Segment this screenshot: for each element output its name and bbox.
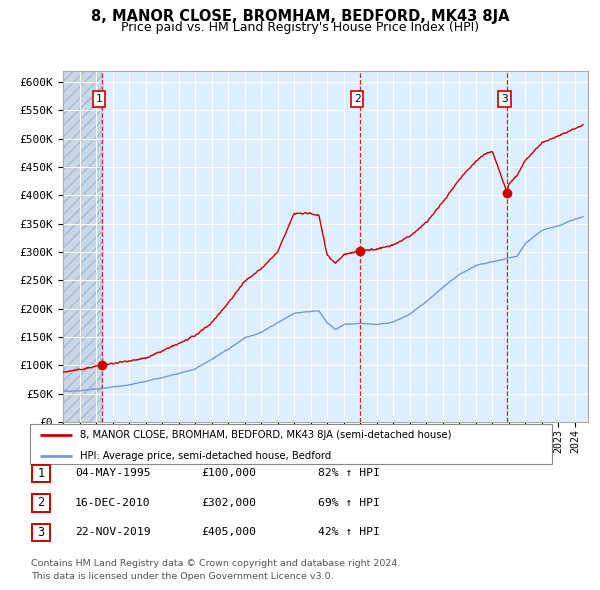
Text: 22-NOV-2019: 22-NOV-2019 — [75, 527, 151, 537]
Text: 2: 2 — [38, 496, 44, 510]
FancyBboxPatch shape — [32, 524, 50, 541]
Text: 69% ↑ HPI: 69% ↑ HPI — [318, 498, 380, 507]
FancyBboxPatch shape — [32, 465, 50, 482]
Text: 82% ↑ HPI: 82% ↑ HPI — [318, 468, 380, 478]
Text: Price paid vs. HM Land Registry's House Price Index (HPI): Price paid vs. HM Land Registry's House … — [121, 21, 479, 34]
Text: £302,000: £302,000 — [201, 498, 256, 507]
Text: 3: 3 — [38, 526, 44, 539]
Text: Contains HM Land Registry data © Crown copyright and database right 2024.
This d: Contains HM Land Registry data © Crown c… — [31, 559, 401, 581]
Text: 2: 2 — [353, 94, 361, 104]
Text: 8, MANOR CLOSE, BROMHAM, BEDFORD, MK43 8JA: 8, MANOR CLOSE, BROMHAM, BEDFORD, MK43 8… — [91, 9, 509, 24]
Text: 16-DEC-2010: 16-DEC-2010 — [75, 498, 151, 507]
Text: 1: 1 — [38, 467, 44, 480]
Text: 1: 1 — [96, 94, 103, 104]
Text: HPI: Average price, semi-detached house, Bedford: HPI: Average price, semi-detached house,… — [80, 451, 331, 461]
Bar — [63, 71, 101, 422]
Text: 3: 3 — [501, 94, 508, 104]
FancyBboxPatch shape — [30, 424, 552, 464]
Text: 8, MANOR CLOSE, BROMHAM, BEDFORD, MK43 8JA (semi-detached house): 8, MANOR CLOSE, BROMHAM, BEDFORD, MK43 8… — [80, 431, 451, 441]
FancyBboxPatch shape — [32, 494, 50, 512]
Text: £405,000: £405,000 — [201, 527, 256, 537]
Text: 04-MAY-1995: 04-MAY-1995 — [75, 468, 151, 478]
Text: 42% ↑ HPI: 42% ↑ HPI — [318, 527, 380, 537]
Text: £100,000: £100,000 — [201, 468, 256, 478]
